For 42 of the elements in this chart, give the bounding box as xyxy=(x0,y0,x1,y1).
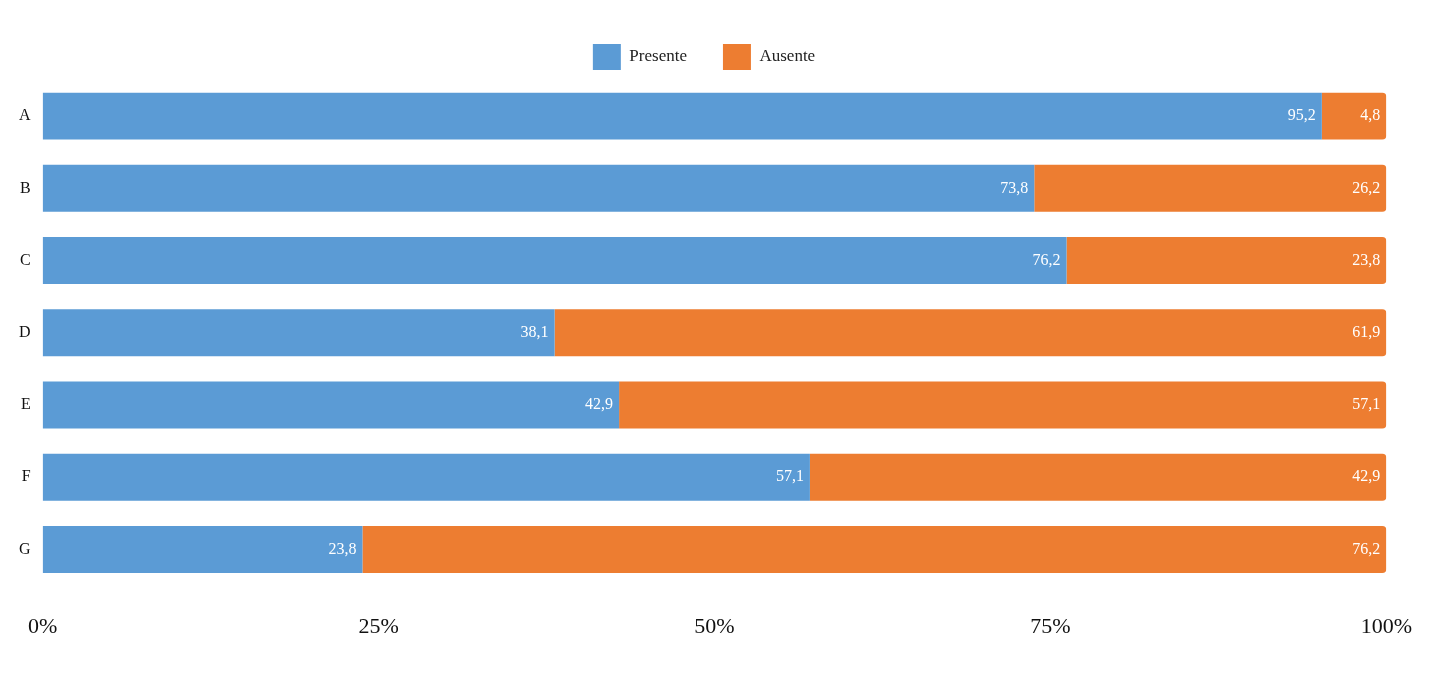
legend-label: Ausente xyxy=(759,46,816,66)
x-tick-label: 25% xyxy=(358,612,399,638)
bar xyxy=(42,526,363,573)
data-label: 23,8 xyxy=(1352,250,1381,268)
data-label: 76,2 xyxy=(1032,250,1061,268)
data-label: 38,1 xyxy=(520,323,549,340)
x-tick-label: 100% xyxy=(1360,612,1412,638)
bar xyxy=(1066,237,1387,285)
data-label: 73,8 xyxy=(1000,178,1029,196)
data-label: 42,9 xyxy=(585,395,614,413)
data-label: 26,2 xyxy=(1352,178,1381,196)
y-tick-label: C xyxy=(19,250,31,268)
data-label: 57,1 xyxy=(1352,395,1381,413)
data-label: 42,9 xyxy=(1352,467,1381,485)
y-tick-label: F xyxy=(21,467,31,485)
bar xyxy=(42,164,1035,212)
bar xyxy=(362,526,1387,573)
data-label: 95,2 xyxy=(1287,106,1316,124)
data-label: 76,2 xyxy=(1352,539,1381,557)
x-tick-label: 50% xyxy=(694,612,735,638)
y-tick-label: B xyxy=(19,178,31,196)
bar xyxy=(1321,92,1387,140)
bar xyxy=(42,453,810,501)
bar xyxy=(42,309,555,357)
bar xyxy=(1034,164,1387,212)
x-tick-label: 75% xyxy=(1030,612,1071,638)
data-label: 23,8 xyxy=(328,539,357,557)
y-tick-label: E xyxy=(20,395,31,413)
y-tick-label: G xyxy=(19,539,32,557)
bar xyxy=(809,453,1387,501)
bar xyxy=(42,92,1322,140)
legend-label: Presente xyxy=(629,46,687,66)
data-label: 57,1 xyxy=(775,467,804,485)
bar xyxy=(42,237,1067,285)
y-tick-label: A xyxy=(19,106,32,124)
data-label: 61,9 xyxy=(1352,323,1381,340)
bar xyxy=(554,309,1387,357)
bar xyxy=(619,381,1387,429)
x-tick-label: 0% xyxy=(28,612,58,638)
bar xyxy=(42,381,620,429)
y-tick-label: D xyxy=(19,323,31,340)
data-label: 4,8 xyxy=(1360,106,1381,124)
